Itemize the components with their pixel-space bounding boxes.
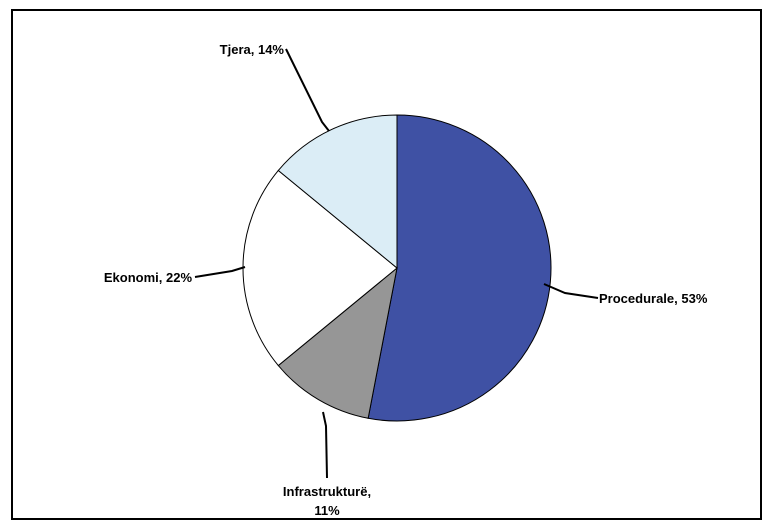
slice-labels: Procedurale, 53% Infrastrukturë, 11% Eko… (104, 42, 708, 518)
label-infrastrukture-line1: Infrastrukturë, (283, 484, 371, 499)
pie-slice-infrastruktur- (277, 266, 398, 419)
label-infrastrukture-line2: 11% (314, 503, 340, 518)
pie-slice-procedurale (367, 114, 552, 422)
label-tjera: Tjera, 14% (220, 42, 285, 57)
leader-line-tjera (285, 48, 330, 132)
pie-slices (242, 114, 552, 422)
leader-lines (194, 48, 599, 479)
leader-line-procedurale (543, 283, 599, 299)
label-procedurale: Procedurale, 53% (599, 291, 708, 306)
pie-slice-tjera (277, 114, 398, 270)
label-ekonomi: Ekonomi, 22% (104, 270, 193, 285)
leader-line-ekonomi (194, 266, 246, 278)
leader-line-infrastrukture (322, 411, 328, 479)
